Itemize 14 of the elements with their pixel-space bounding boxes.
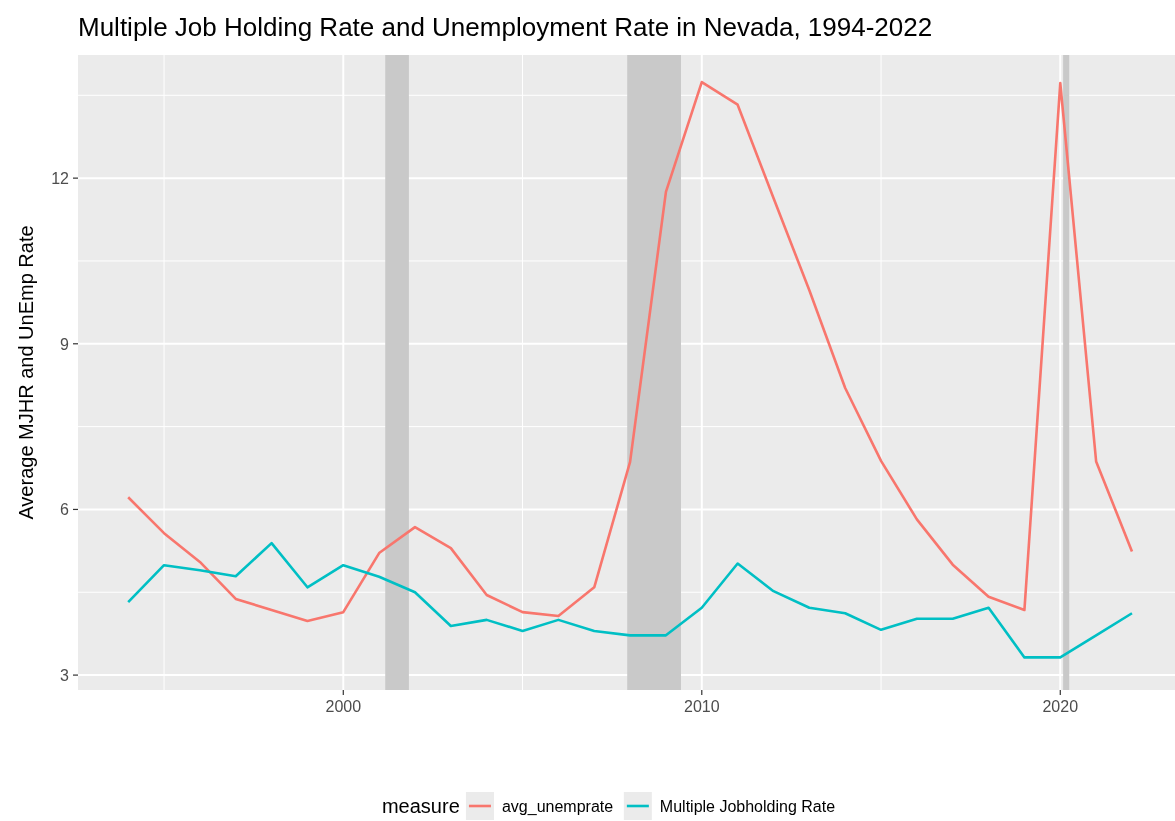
line-series — [126, 541, 1134, 659]
chart-title: Multiple Job Holding Rate and Unemployment Rate in Nevada, 1994-2022 — [78, 12, 933, 42]
y-axis-title: Average MJHR and UnEmp Rate — [15, 225, 37, 520]
y-tick-label: 12 — [51, 170, 70, 188]
y-tick-label: 9 — [60, 335, 70, 353]
y-tick-label: 3 — [60, 667, 70, 685]
x-tick-label: 2010 — [683, 698, 720, 715]
legend-label: avg_unemprate — [501, 798, 614, 816]
line-series — [126, 80, 1134, 623]
legend-label: Multiple Jobholding Rate — [659, 798, 836, 815]
x-tick-label: 2020 — [1042, 698, 1079, 715]
x-tick-label: 2000 — [325, 698, 362, 715]
legend-title: measure — [381, 795, 460, 817]
y-tick-label: 6 — [60, 501, 70, 519]
